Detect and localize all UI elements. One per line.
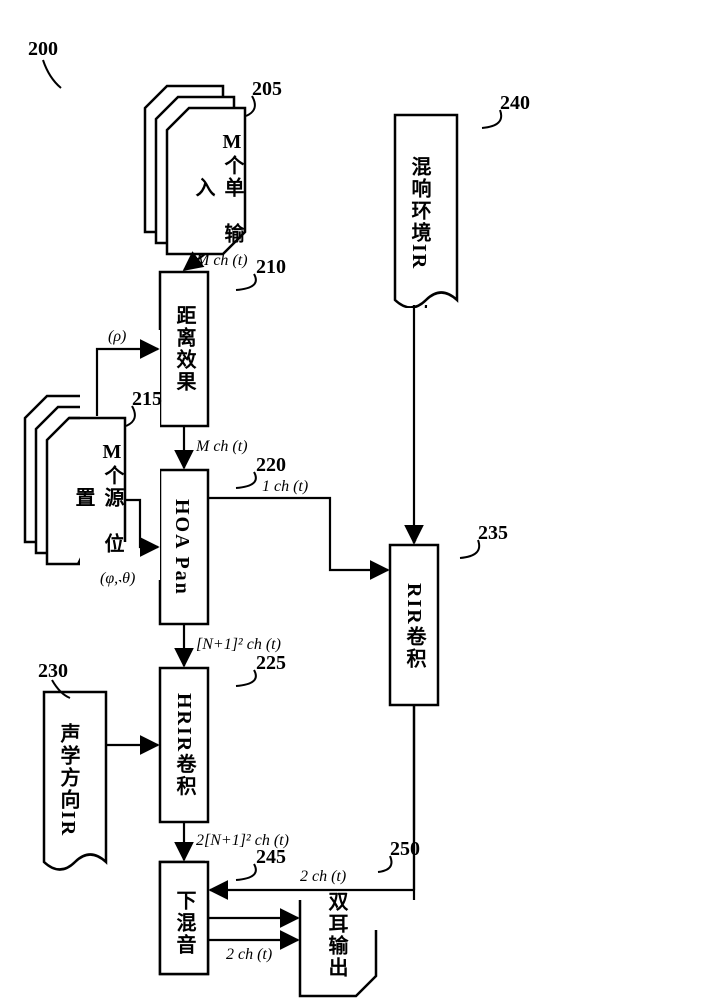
figure-ref-leader	[43, 60, 61, 88]
flowchart-canvas: M个单 输入 M个源 位置 距离效果 HOA Pan HRIR卷积 下混音 双耳…	[0, 0, 720, 1000]
ref-250: 250	[390, 838, 420, 861]
ref-215: 215	[132, 388, 162, 411]
label-hoapan: HOA Pan	[170, 480, 193, 614]
edge-reverb-rir	[414, 305, 426, 543]
ref-220: 220	[256, 454, 286, 477]
edge-phi	[126, 500, 158, 547]
ref-230: 230	[38, 660, 68, 683]
edgelabel-n2: 2[N+1]² ch (t)	[196, 832, 289, 850]
ref-240: 240	[500, 92, 530, 115]
edgelabel-mch1: M ch (t)	[196, 252, 248, 270]
edgelabel-1ch: 1 ch (t)	[262, 478, 308, 496]
leader-210	[236, 274, 256, 290]
leader-220	[236, 472, 256, 488]
edgelabel-mch2: M ch (t)	[196, 438, 248, 456]
edgelabel-rho: (ρ)	[108, 328, 126, 346]
label-distance: 距离效果	[170, 282, 199, 416]
leader-235	[460, 540, 479, 558]
leader-245	[236, 864, 256, 880]
ref-210: 210	[256, 256, 286, 279]
edgelabel-n1: [N+1]² ch (t)	[196, 636, 281, 654]
label-output: 双耳输出	[322, 880, 351, 990]
label-rir: RIR卷积	[400, 556, 429, 696]
edgelabel-2ch: 2 ch (t)	[226, 946, 272, 964]
edge-hoapan-rir	[208, 498, 388, 570]
label-acoustic-ir: 声学方向IR	[54, 700, 83, 860]
edge-rir-output-misc	[378, 705, 414, 918]
ref-figure: 200	[28, 38, 58, 61]
label-downmix: 下混音	[170, 875, 199, 971]
label-sources: M个源 位置	[69, 438, 127, 558]
ref-225: 225	[256, 652, 286, 675]
leader-225	[236, 670, 256, 686]
leader-240	[482, 110, 501, 128]
ref-205: 205	[252, 78, 282, 101]
edgelabel-2chb: 2 ch (t)	[300, 868, 346, 886]
ref-235: 235	[478, 522, 508, 545]
label-reverb-ir: 混响环境IR	[405, 128, 434, 298]
label-hrir: HRIR卷积	[170, 678, 199, 812]
edge-rir-downmix	[210, 705, 414, 890]
label-inputs: M个单 输入	[189, 128, 247, 248]
edgelabel-phi: (φ, θ)	[100, 570, 135, 588]
